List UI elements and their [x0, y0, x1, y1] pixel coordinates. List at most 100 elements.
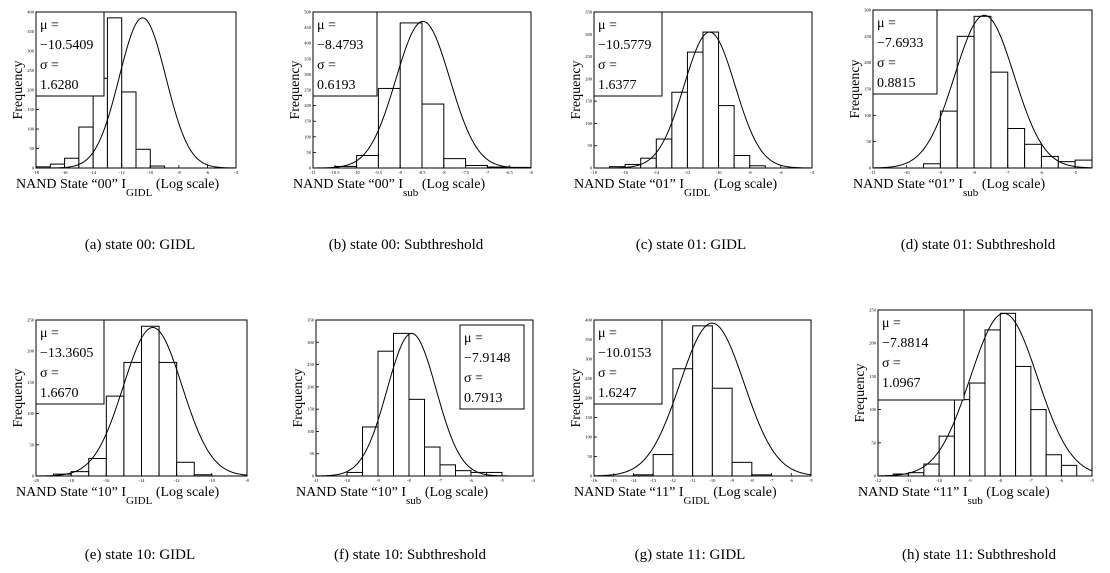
y-tick-label: 200	[27, 349, 35, 354]
stats-line: −8.4793	[317, 38, 363, 53]
x-axis-label-suffix: (Log scale)	[152, 485, 219, 500]
histogram-bar	[938, 435, 955, 477]
y-tick-label: 200	[27, 88, 35, 93]
x-tick-label: -7	[438, 478, 442, 483]
stats-line: σ =	[598, 58, 617, 73]
histogram-panel: -18 -16 -14 -12 -10 -8 -6 -4 0 50 100 150 200 250 300 3…	[11, 10, 239, 200]
histogram-bar	[990, 71, 1009, 169]
histogram-bar	[733, 155, 751, 169]
histogram-bar	[731, 461, 753, 477]
histogram-bar	[923, 163, 941, 169]
x-tick-label: -16	[591, 478, 598, 483]
x-tick-label: -8	[750, 478, 754, 483]
x-tick-label: -10	[147, 170, 154, 175]
y-tick-label: 350	[304, 56, 312, 61]
y-axis-label: Frequency	[569, 368, 584, 427]
x-axis-label-suffix: (Log scale)	[978, 177, 1045, 192]
x-tick-label: -14	[139, 478, 146, 483]
x-tick-label: -9	[968, 478, 972, 483]
histogram-bar	[106, 17, 123, 169]
histogram-bar	[718, 105, 735, 169]
x-axis-label: NAND State “10” IGIDL (Log scale)	[16, 485, 220, 507]
y-tick-label: 250	[869, 308, 877, 313]
histogram-bar	[1030, 409, 1047, 477]
y-tick-label: 50	[867, 139, 872, 144]
x-axis-label-subscript: sub	[406, 495, 422, 507]
x-axis-label-main: NAND State “10” I	[296, 485, 406, 500]
y-tick-label: 300	[585, 32, 593, 37]
x-tick-label: -6	[789, 478, 793, 483]
stats-line: μ =	[882, 316, 901, 331]
x-tick-label: -18	[33, 170, 40, 175]
y-tick-label: 100	[27, 411, 35, 416]
stats-box	[35, 319, 105, 405]
histogram-bar	[346, 471, 363, 477]
y-tick-label: 0	[874, 474, 877, 479]
x-tick-label: -6	[469, 478, 473, 483]
y-tick-label: 300	[27, 49, 35, 54]
histogram-bar	[1007, 128, 1026, 169]
x-tick-label: -14	[653, 170, 660, 175]
x-tick-label: -11	[906, 478, 912, 483]
histogram-bar	[158, 361, 178, 477]
histogram-bar	[652, 454, 674, 477]
fit-curve	[312, 20, 532, 169]
x-axis-label: NAND State “00” Isub (Log scale)	[293, 177, 486, 199]
x-tick-label: -7	[1029, 478, 1033, 483]
x-tick-label: -10	[209, 478, 216, 483]
stats-line: σ =	[40, 58, 59, 73]
x-axis-label-suffix: (Log scale)	[418, 177, 485, 192]
stats-box	[593, 319, 663, 405]
stats-line: σ =	[40, 366, 59, 381]
histogram-bar	[702, 31, 720, 169]
y-tick-label: 150	[304, 119, 312, 124]
stats-line: μ =	[598, 326, 617, 341]
x-axis-label-main: NAND State “11” I	[858, 485, 968, 500]
stats-line: 0.6193	[317, 78, 356, 93]
histogram-bar	[1040, 155, 1059, 169]
x-tick-label: -11	[870, 170, 876, 175]
stats-line: 1.6670	[40, 386, 79, 401]
stats-line: −7.9148	[464, 351, 510, 366]
x-axis-label: NAND State “10” Isub (Log scale)	[296, 485, 489, 507]
stats-box	[877, 309, 965, 401]
y-tick-label: 400	[585, 318, 593, 323]
x-tick-label: -12	[119, 170, 125, 175]
stats-line: 0.8815	[877, 76, 916, 91]
y-tick-label: 50	[30, 442, 35, 447]
stats-line: σ =	[882, 356, 901, 371]
x-axis-label: NAND State “00” IGIDL (Log scale)	[16, 177, 220, 199]
histogram-bar	[923, 463, 940, 477]
stats-line: σ =	[464, 371, 483, 386]
histogram-bar	[686, 51, 704, 169]
histogram-bar	[973, 15, 992, 169]
x-tick-label: -9	[376, 478, 380, 483]
x-axis-label-subscript: GIDL	[684, 187, 711, 199]
x-tick-label: -16	[103, 478, 110, 483]
histogram-bar	[439, 464, 456, 477]
y-tick-label: 250	[864, 34, 872, 39]
y-tick-label: 0	[590, 474, 593, 479]
y-tick-label: 250	[27, 318, 35, 323]
x-tick-label: -14	[90, 170, 97, 175]
y-tick-label: 250	[585, 376, 593, 381]
y-tick-label: 150	[585, 99, 593, 104]
y-axis-label: Frequency	[853, 363, 868, 422]
y-tick-label: 50	[310, 451, 315, 456]
histogram-bar	[1015, 365, 1032, 477]
x-tick-label: -7	[486, 170, 490, 175]
y-tick-label: 100	[27, 127, 35, 132]
y-tick-label: 0	[869, 166, 872, 171]
y-tick-label: 300	[304, 72, 312, 77]
x-tick-label: -8	[177, 170, 181, 175]
stats-line: μ =	[598, 18, 617, 33]
x-tick-label: -10.5	[330, 170, 340, 175]
x-tick-label: -4	[810, 170, 814, 175]
plot-frame	[315, 319, 534, 477]
stats-box	[872, 9, 938, 95]
x-tick-label: -10	[904, 170, 911, 175]
y-tick-label: 500	[304, 10, 312, 15]
y-tick-label: 0	[590, 166, 593, 171]
stats-line: μ =	[40, 18, 59, 33]
y-tick-label: 0	[312, 474, 315, 479]
